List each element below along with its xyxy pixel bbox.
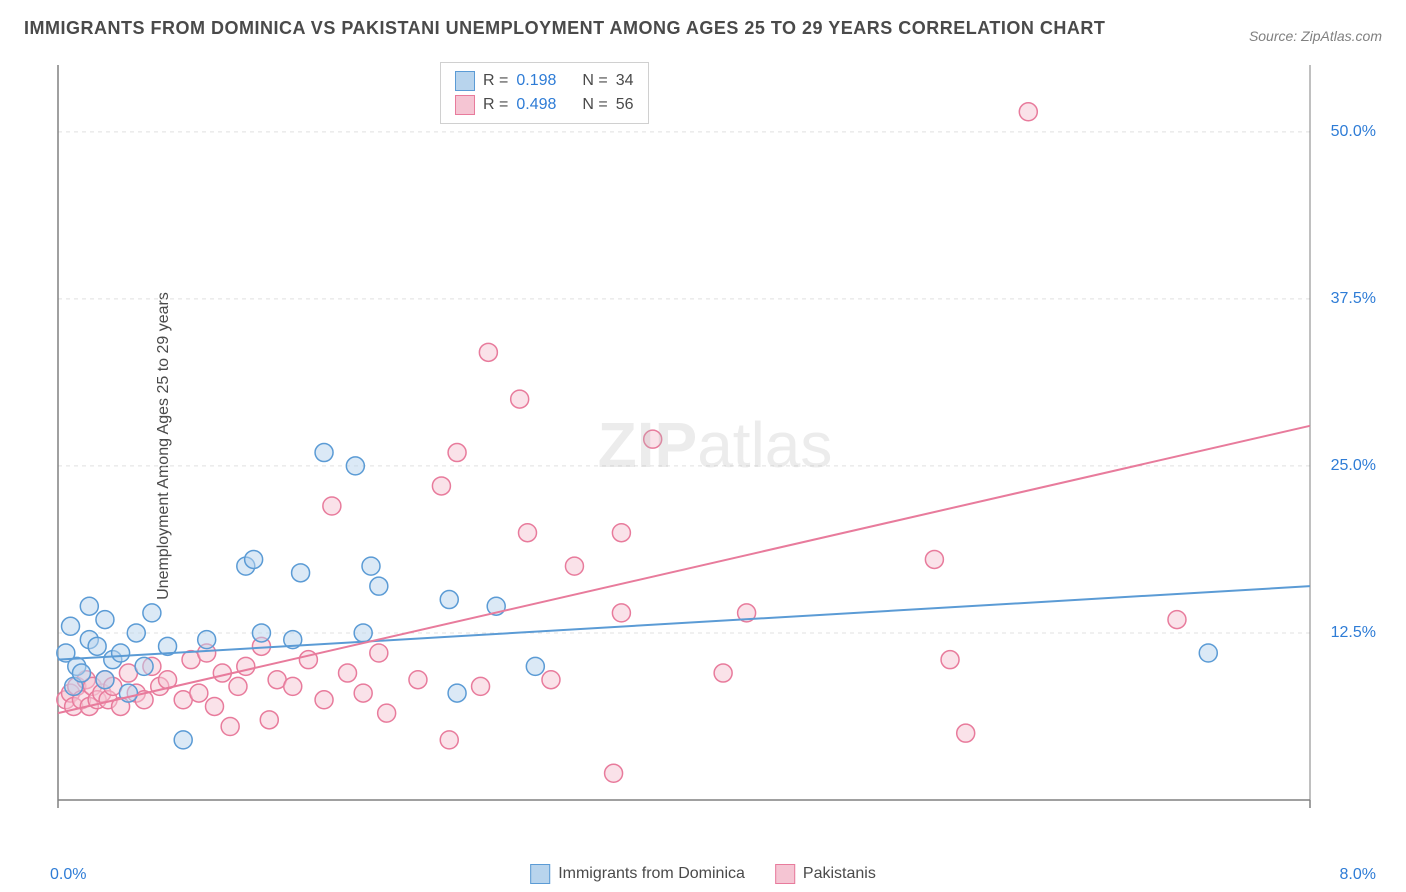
x-axis-max-label: 8.0% <box>1340 866 1376 884</box>
legend-item-pakistanis: Pakistanis <box>775 864 876 884</box>
x-axis-min-label: 0.0% <box>50 866 86 884</box>
legend-swatch-icon <box>530 864 550 884</box>
n-value: 34 <box>616 72 634 90</box>
plot-area: ZIPatlas <box>50 60 1380 830</box>
scatter-chart <box>50 60 1380 830</box>
r-label: R = <box>483 72 508 90</box>
y-axis-tick-label: 12.5% <box>1331 624 1376 642</box>
legend-swatch-dominica <box>455 71 475 91</box>
y-axis-tick-label: 37.5% <box>1331 290 1376 308</box>
y-axis-tick-label: 50.0% <box>1331 123 1376 141</box>
legend-row-dominica: R = 0.198 N = 34 <box>455 69 634 93</box>
legend-label: Immigrants from Dominica <box>558 865 745 883</box>
n-label: N = <box>582 96 607 114</box>
chart-title: IMMIGRANTS FROM DOMINICA VS PAKISTANI UN… <box>24 18 1105 39</box>
r-label: R = <box>483 96 508 114</box>
n-label: N = <box>582 72 607 90</box>
legend-row-pakistanis: R = 0.498 N = 56 <box>455 93 634 117</box>
source-attribution: Source: ZipAtlas.com <box>1249 28 1382 44</box>
n-value: 56 <box>616 96 634 114</box>
r-value: 0.198 <box>516 72 556 90</box>
legend-item-dominica: Immigrants from Dominica <box>530 864 745 884</box>
legend-label: Pakistanis <box>803 865 876 883</box>
legend-correlation: R = 0.198 N = 34 R = 0.498 N = 56 <box>440 62 649 124</box>
legend-swatch-pakistanis <box>455 95 475 115</box>
legend-swatch-icon <box>775 864 795 884</box>
y-axis-tick-label: 25.0% <box>1331 457 1376 475</box>
legend-series: Immigrants from Dominica Pakistanis <box>530 864 876 884</box>
r-value: 0.498 <box>516 96 556 114</box>
